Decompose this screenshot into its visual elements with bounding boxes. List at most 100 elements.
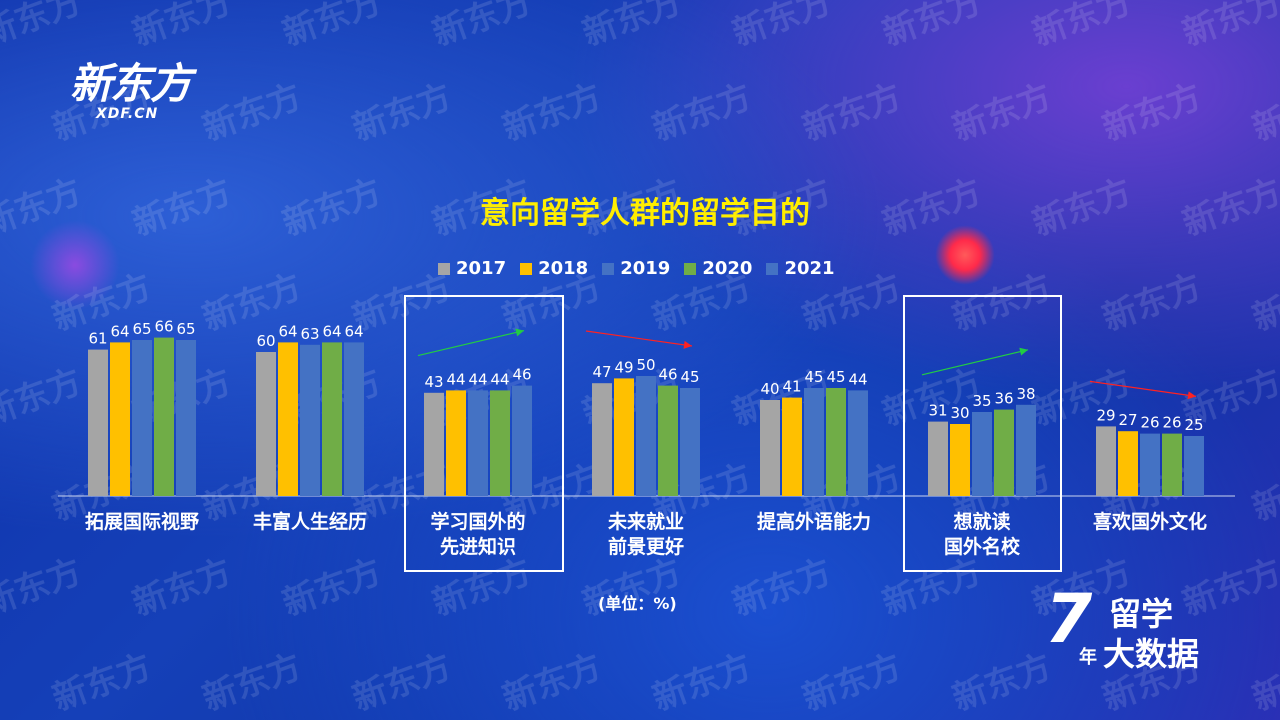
- data-label: 64: [322, 322, 341, 340]
- brand-line1: 留学: [1109, 595, 1174, 633]
- bar-2021-6: [1184, 436, 1204, 496]
- bar-2017-1: [256, 352, 276, 496]
- trend-arrow-down: [1089, 380, 1197, 397]
- bar-2017-6: [1096, 426, 1116, 496]
- category-label: 先进知识: [440, 535, 516, 558]
- category-label: 喜欢国外文化: [1093, 510, 1207, 533]
- chart-title: 意向留学人群的留学目的: [480, 196, 810, 231]
- bar-2019-2: [468, 390, 488, 496]
- data-label: 46: [658, 366, 677, 384]
- data-label: 31: [928, 402, 947, 420]
- bar-2020-0: [154, 337, 174, 496]
- data-label: 65: [176, 320, 195, 338]
- unit-label: (单位：%): [598, 594, 677, 613]
- legend-swatch: [684, 262, 697, 275]
- bar-2021-0: [176, 340, 196, 496]
- bar-2021-5: [1016, 404, 1036, 496]
- data-label: 46: [512, 366, 531, 384]
- highlight-box-top-schools: [903, 295, 1062, 572]
- bar-2018-2: [446, 390, 466, 496]
- bar-2020-5: [994, 409, 1014, 496]
- bar-2018-1: [278, 342, 298, 496]
- data-label: 61: [88, 330, 107, 348]
- data-label: 44: [490, 370, 509, 388]
- legend-swatch: [602, 262, 615, 275]
- data-label: 63: [300, 325, 319, 343]
- legend-label: 2018: [538, 258, 589, 279]
- brand-logo: 新东方 XDF.CN: [70, 59, 192, 123]
- data-label: 38: [1016, 385, 1035, 403]
- category-label: 丰富人生经历: [253, 510, 367, 533]
- legend-swatch: [520, 262, 533, 275]
- data-label: 41: [782, 378, 801, 396]
- data-label: 44: [446, 370, 465, 388]
- legend-item-2017: 2017: [438, 258, 506, 279]
- bar-2017-5: [928, 421, 948, 496]
- data-label: 45: [826, 368, 845, 386]
- data-label: 27: [1118, 411, 1137, 429]
- data-label: 50: [636, 356, 655, 374]
- trend-arrow-down: [585, 330, 693, 347]
- bar-2018-4: [782, 397, 802, 496]
- legend-label: 2019: [620, 258, 671, 279]
- category-label: 国外名校: [944, 535, 1021, 558]
- data-label: 36: [994, 390, 1013, 408]
- trend-arrow-up: [417, 330, 525, 357]
- highlight-box-learn-advanced: [404, 295, 564, 572]
- background-glow-red: [935, 225, 995, 285]
- bar-2019-3: [636, 376, 656, 496]
- bar-2020-3: [658, 385, 678, 496]
- data-label: 64: [278, 322, 297, 340]
- category-label: 提高外语能力: [757, 510, 871, 533]
- bar-2018-3: [614, 378, 634, 496]
- bar-2017-4: [760, 400, 780, 496]
- bar-2021-3: [680, 388, 700, 496]
- data-label: 26: [1162, 414, 1181, 432]
- trend-arrowhead: [683, 340, 692, 349]
- legend-item-2021: 2021: [766, 258, 835, 279]
- data-label: 29: [1096, 406, 1115, 424]
- trend-arrowhead: [1019, 347, 1028, 356]
- bar-2019-0: [132, 340, 152, 496]
- bar-2017-3: [592, 383, 612, 496]
- category-label: 学习国外的: [430, 510, 525, 533]
- brand-line2: 大数据: [1103, 635, 1200, 673]
- bar-2018-5: [950, 424, 970, 496]
- bar-2020-4: [826, 388, 846, 496]
- legend-swatch: [438, 262, 450, 275]
- brand-number: 7: [1045, 580, 1093, 659]
- legend-label: 2020: [702, 258, 753, 279]
- legend-label: 2017: [456, 258, 507, 279]
- data-label: 60: [256, 332, 275, 350]
- data-label: 64: [344, 322, 363, 340]
- bar-2018-6: [1118, 431, 1138, 496]
- trend-arrowhead: [1187, 391, 1196, 400]
- legend-item-2020: 2020: [684, 258, 752, 279]
- bar-2017-0: [88, 349, 108, 496]
- data-label: 65: [132, 320, 151, 338]
- chart-legend: 2017 2018 2019 2020 2021: [438, 258, 835, 279]
- data-label: 35: [972, 392, 991, 410]
- data-label: 30: [950, 404, 969, 422]
- trend-arrowhead: [515, 328, 524, 337]
- trend-arrow-up: [921, 349, 1029, 376]
- brand-unit: 年: [1079, 647, 1097, 668]
- data-label: 64: [110, 322, 129, 340]
- bar-2018-0: [110, 342, 130, 496]
- logo-text: 新东方: [70, 59, 192, 108]
- bar-2019-5: [972, 412, 992, 496]
- data-label: 44: [848, 370, 867, 388]
- category-label: 拓展国际视野: [85, 510, 199, 533]
- data-label: 43: [424, 373, 443, 391]
- category-label: 前景更好: [608, 535, 684, 558]
- background-glow-purple: [30, 220, 120, 310]
- data-label: 47: [592, 363, 611, 381]
- legend-item-2019: 2019: [602, 258, 670, 279]
- legend-label: 2021: [784, 258, 835, 279]
- category-label: 想就读: [953, 510, 1010, 533]
- bar-2017-2: [424, 392, 444, 496]
- bar-2019-1: [300, 344, 320, 496]
- data-label: 45: [680, 368, 699, 386]
- bar-2019-4: [804, 388, 824, 496]
